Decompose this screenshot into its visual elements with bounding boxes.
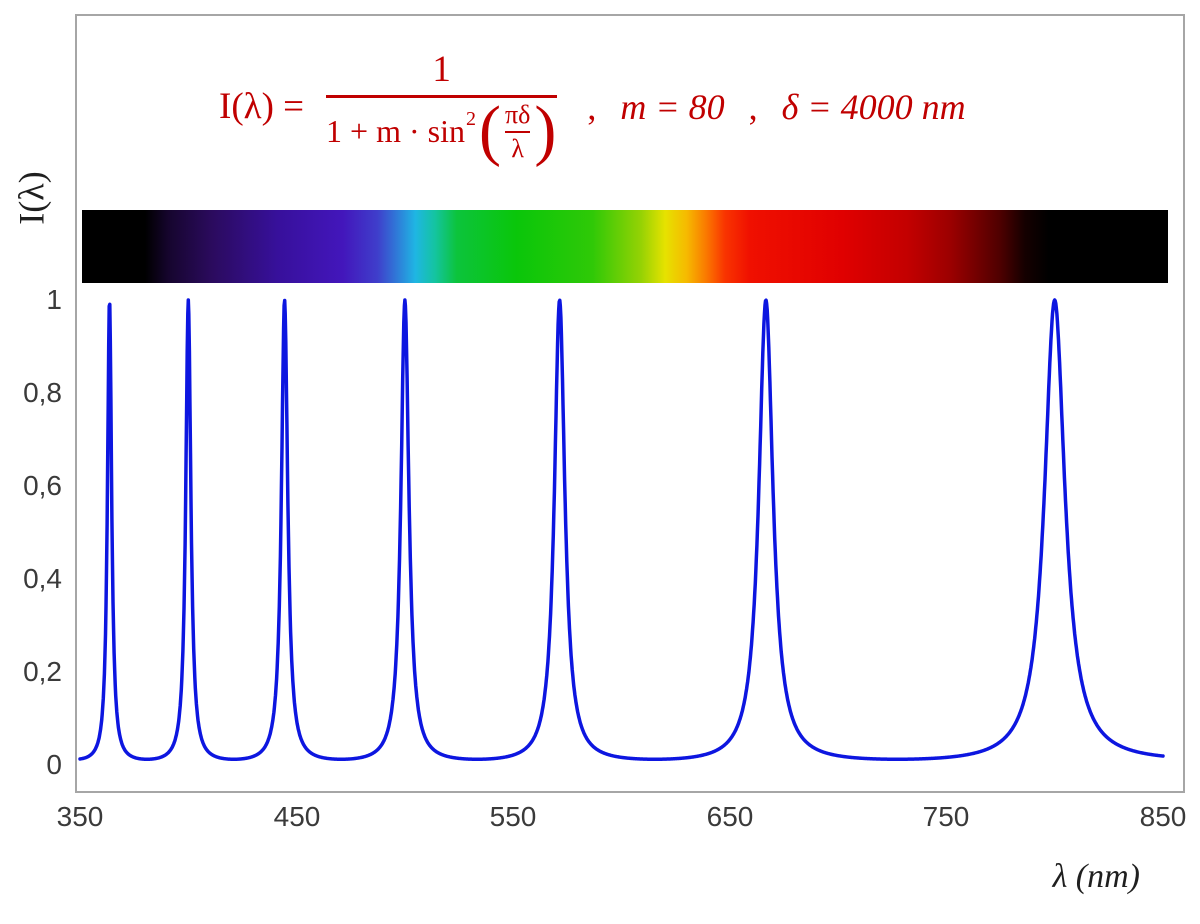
- sin-exponent: 2: [465, 108, 476, 131]
- intensity-curve: [78, 298, 1165, 762]
- y-tick-0-4: 0,4: [23, 563, 62, 594]
- separator-comma-2: ,: [748, 86, 758, 127]
- y-tick-1: 1: [46, 284, 62, 315]
- fraction-numerator: 1: [432, 49, 451, 90]
- y-tick-0-6: 0,6: [23, 470, 62, 501]
- inner-denominator: λ: [511, 133, 524, 163]
- y-tick-0-8: 0,8: [23, 377, 62, 408]
- denominator-text: 1 + m · sin: [326, 113, 465, 150]
- inner-numerator: πδ: [504, 99, 531, 129]
- open-paren: (: [478, 93, 501, 169]
- x-axis-title: λ (nm): [1052, 858, 1140, 895]
- spectrum-bar: [82, 210, 1168, 283]
- inner-fraction: πδ λ: [504, 99, 531, 164]
- y-axis-title: I(λ): [12, 171, 53, 225]
- x-tick-650: 650: [706, 801, 754, 832]
- param-m: m = 80: [620, 86, 725, 127]
- close-paren: ): [534, 93, 557, 169]
- x-tick-350: 350: [56, 801, 104, 832]
- x-tick-450: 450: [273, 801, 321, 832]
- fraction-denominator: 1 + m · sin 2 ( πδ λ ): [326, 93, 557, 169]
- y-tick-0: 0: [46, 749, 62, 780]
- y-axis-title-wrap: I(λ): [6, 148, 58, 248]
- intensity-curve-path: [78, 298, 1165, 762]
- fraction-bar: [326, 94, 558, 98]
- x-tick-550: 550: [489, 801, 537, 832]
- x-tick-850: 850: [1139, 801, 1187, 832]
- x-tick-750: 750: [922, 801, 970, 832]
- param-delta: δ = 4000 nm: [781, 86, 966, 127]
- inner-fraction-bar: [504, 130, 531, 133]
- separator-comma-1: ,: [587, 86, 597, 127]
- formula-fraction: 1 1 + m · sin 2 ( πδ λ ): [326, 49, 558, 169]
- plot-frame: I(λ) = 1 1 + m · sin 2 ( πδ λ ) , m = 80…: [75, 14, 1185, 793]
- y-tick-0-2: 0,2: [23, 656, 62, 687]
- formula: I(λ) = 1 1 + m · sin 2 ( πδ λ ) , m = 80…: [219, 49, 966, 169]
- formula-lhs: I(λ) =: [219, 86, 305, 128]
